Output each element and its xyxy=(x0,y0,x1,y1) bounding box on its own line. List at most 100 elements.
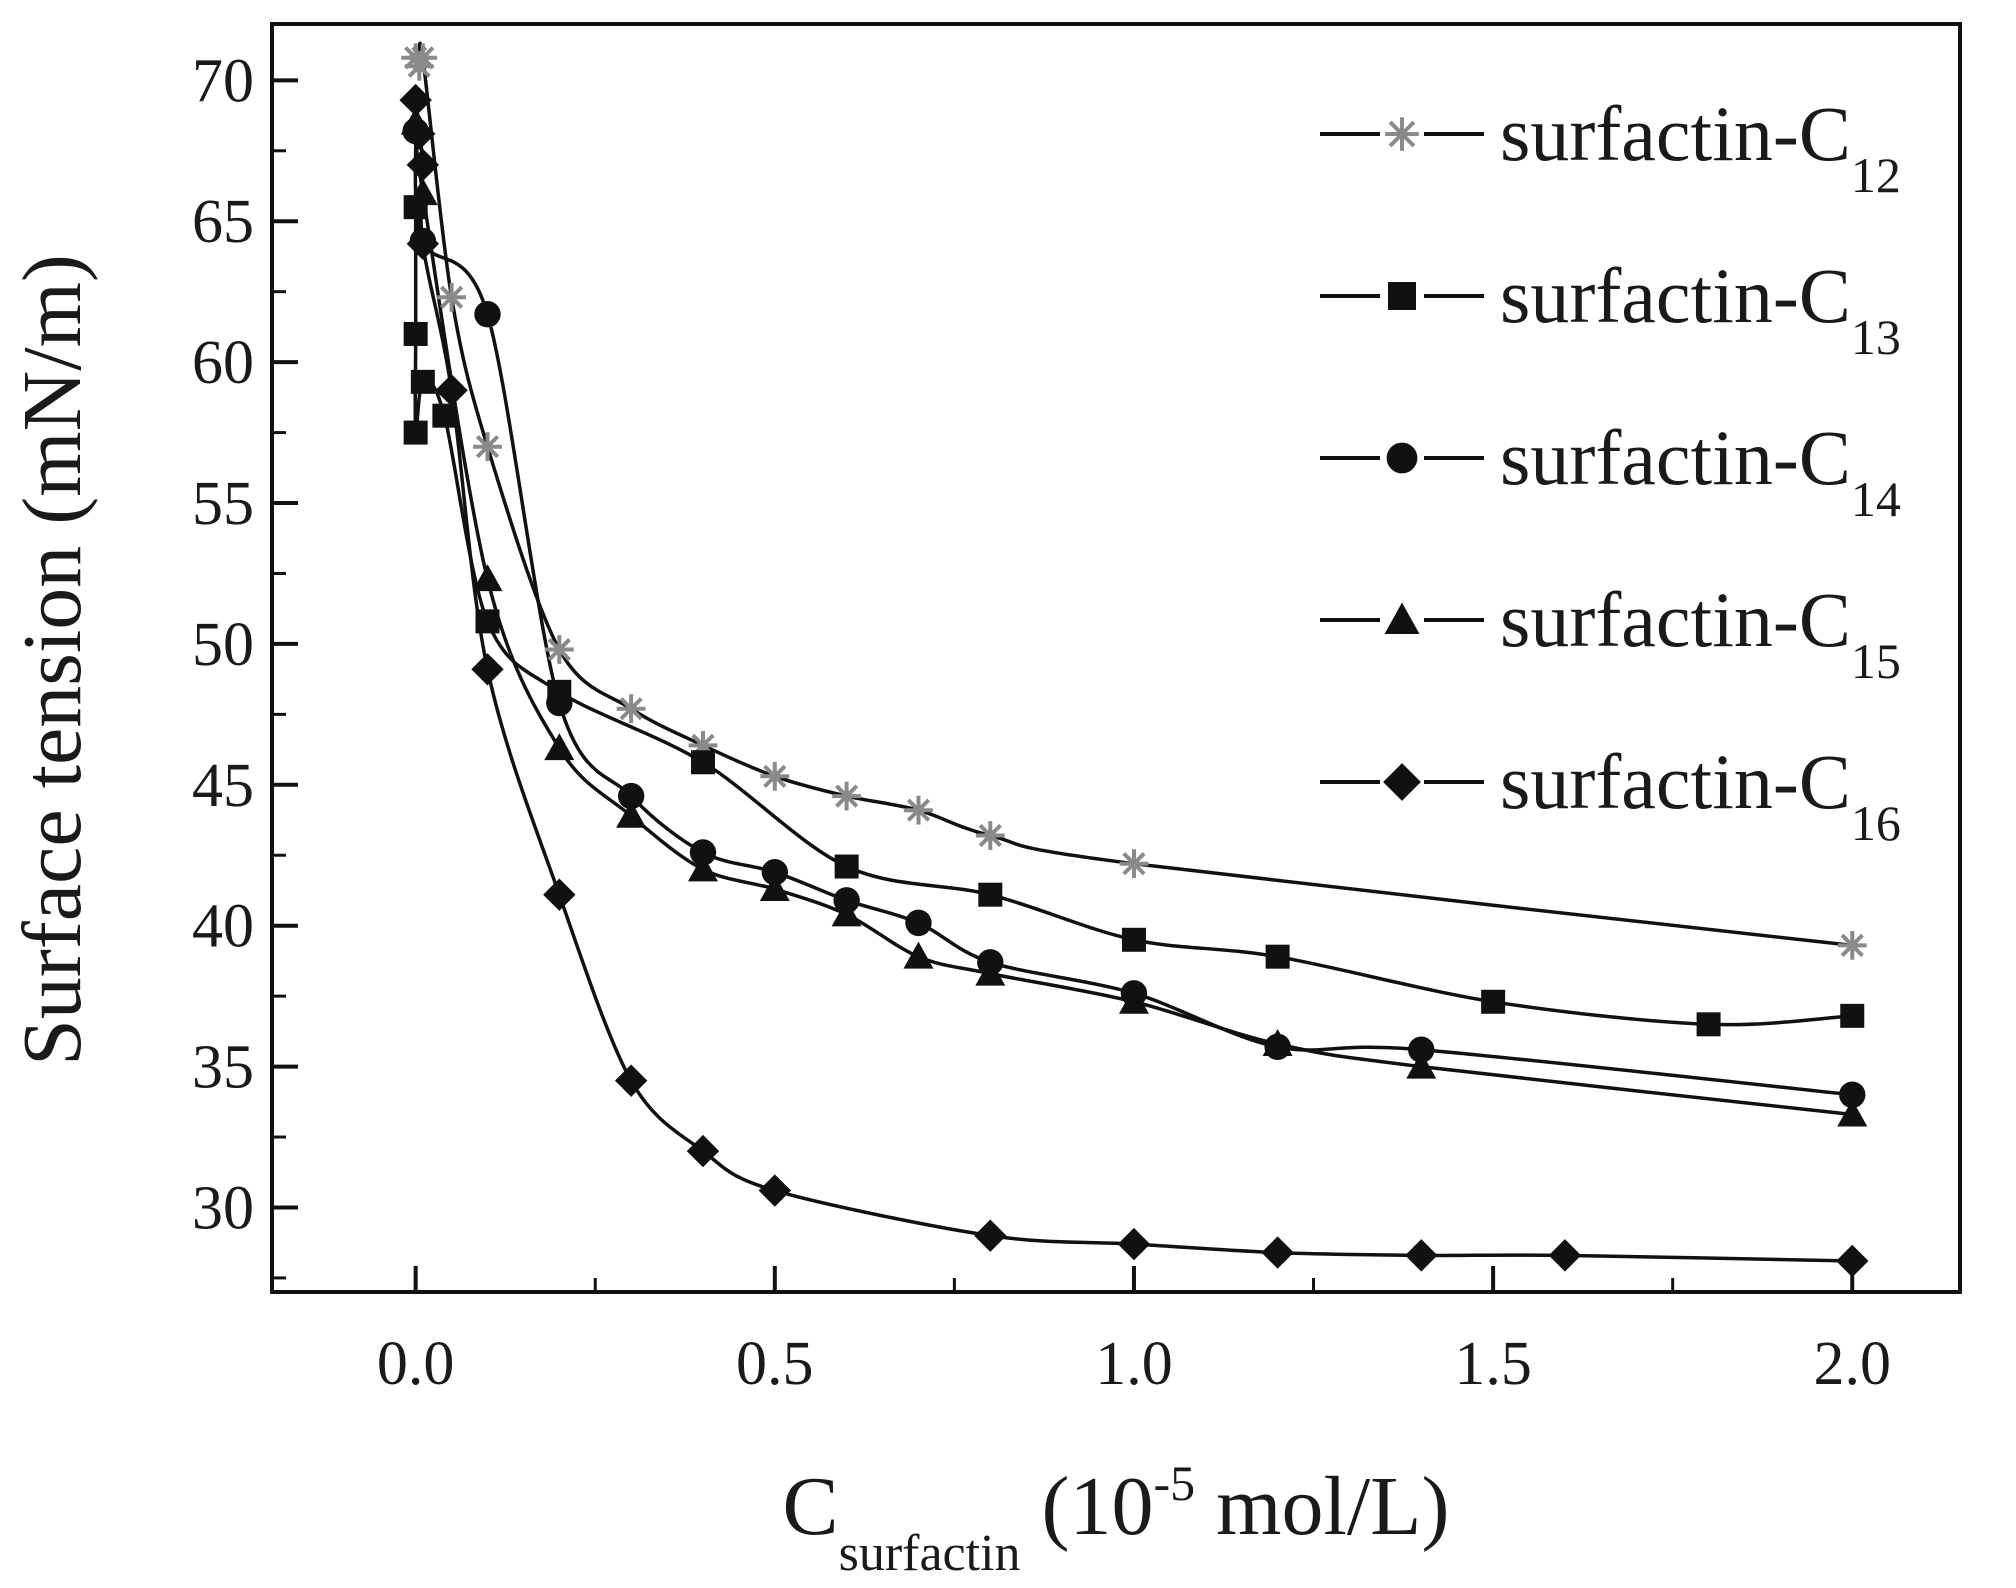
data-point-surfactin-C15 xyxy=(759,874,790,902)
data-point-surfactin-C13 xyxy=(1696,1012,1721,1037)
legend-marker-diamond xyxy=(1383,763,1421,801)
data-point-surfactin-C14 xyxy=(689,839,717,866)
legend-label-subscript: 12 xyxy=(1851,147,1901,203)
data-point-surfactin-C12 xyxy=(688,731,718,760)
x-tick-label: 2.0 xyxy=(1814,1330,1892,1398)
data-point-surfactin-C16 xyxy=(1261,1236,1294,1269)
y-tick-label: 30 xyxy=(192,1174,254,1242)
y-tick-label: 50 xyxy=(192,611,254,679)
y-tick-label: 65 xyxy=(192,188,254,256)
data-point-surfactin-C12 xyxy=(1119,849,1149,879)
data-point-surfactin-C13 xyxy=(1481,989,1506,1014)
data-point-surfactin-C16 xyxy=(403,117,436,151)
data-point-surfactin-C16 xyxy=(686,1134,720,1168)
legend-label: surfactin-C13 xyxy=(1500,252,1901,365)
data-point-surfactin-C12 xyxy=(404,51,434,81)
data-point-surfactin-C13 xyxy=(1840,1003,1865,1028)
data-point-surfactin-C12 xyxy=(544,635,574,664)
series-line-surfactin-C12 xyxy=(414,41,1853,948)
data-point-surfactin-C12 xyxy=(1837,931,1867,960)
data-point-surfactin-C16 xyxy=(1548,1239,1582,1272)
data-point-surfactin-C12 xyxy=(616,694,646,724)
data-point-surfactin-C16 xyxy=(471,653,504,686)
data-point-surfactin-C13 xyxy=(834,854,859,879)
y-tick-label: 40 xyxy=(192,893,254,961)
series-line-surfactin-C15 xyxy=(413,122,1853,1117)
data-point-surfactin-C14 xyxy=(617,782,645,810)
legend-label-main: surfactin-C xyxy=(1500,252,1851,339)
legend-item-surfactin-C16: surfactin-C16 xyxy=(1320,738,1901,851)
y-tick-label: 70 xyxy=(192,47,254,115)
x-tick-label: 1.0 xyxy=(1095,1330,1173,1398)
data-point-surfactin-C16 xyxy=(1836,1244,1869,1278)
series-line-surfactin-C14 xyxy=(413,130,1853,1097)
data-point-surfactin-C16 xyxy=(399,83,432,117)
data-point-surfactin-C16 xyxy=(614,1064,648,1097)
data-point-surfactin-C12 xyxy=(760,761,790,791)
series-markers xyxy=(399,43,1869,1278)
plot-frame xyxy=(270,22,1962,1294)
x-tick-label: 1.5 xyxy=(1454,1330,1532,1398)
data-point-surfactin-C16 xyxy=(435,374,468,407)
data-point-surfactin-C14 xyxy=(1839,1081,1866,1108)
data-point-surfactin-C12 xyxy=(904,795,933,825)
data-point-surfactin-C13 xyxy=(432,403,457,428)
data-point-surfactin-C13 xyxy=(475,609,500,634)
data-point-surfactin-C16 xyxy=(1117,1227,1151,1261)
legend-label-subscript: 16 xyxy=(1851,795,1901,851)
data-point-surfactin-C12 xyxy=(832,781,861,811)
legend-label-main: surfactin-C xyxy=(1500,414,1851,501)
data-point-surfactin-C13 xyxy=(978,882,1003,907)
data-point-surfactin-C15 xyxy=(544,733,575,761)
legend-marker-triangle xyxy=(1384,602,1420,634)
x-tick-label: 0.0 xyxy=(377,1330,455,1398)
data-point-surfactin-C14 xyxy=(1408,1036,1435,1063)
legend-marker-circle xyxy=(1386,442,1418,474)
legend-item-surfactin-C14: surfactin-C14 xyxy=(1320,414,1901,527)
legend-marker-square xyxy=(1388,282,1416,310)
y-tick-label: 55 xyxy=(192,470,254,538)
data-point-surfactin-C14 xyxy=(474,301,501,328)
data-point-surfactin-C16 xyxy=(1405,1239,1438,1272)
data-point-surfactin-C15 xyxy=(616,800,647,828)
legend-label: surfactin-C16 xyxy=(1500,738,1901,851)
data-point-surfactin-C13 xyxy=(1121,927,1146,952)
data-point-surfactin-C12 xyxy=(408,43,438,73)
legend-item-surfactin-C13: surfactin-C13 xyxy=(1320,252,1901,365)
legend-label: surfactin-C14 xyxy=(1500,414,1901,527)
y-axis-title: Surface tension (mN/m) xyxy=(6,254,99,1066)
y-tick-label: 35 xyxy=(192,1034,254,1102)
x-tick-label: 0.5 xyxy=(736,1330,814,1398)
x-title-rest: (10 xyxy=(1021,1460,1154,1553)
data-point-surfactin-C15 xyxy=(903,941,934,969)
data-point-surfactin-C15 xyxy=(831,899,862,927)
y-tick-label: 60 xyxy=(192,329,254,397)
x-axis-title: Csurfactin (10-5 mol/L) xyxy=(783,1455,1450,1582)
legend-label: surfactin-C15 xyxy=(1500,576,1901,689)
data-point-surfactin-C15 xyxy=(687,854,718,882)
legend-label-main: surfactin-C xyxy=(1500,576,1851,663)
legend-label-subscript: 15 xyxy=(1851,633,1901,689)
series-line-surfactin-C16 xyxy=(413,99,1853,1263)
data-point-surfactin-C15 xyxy=(1262,1029,1293,1057)
data-point-surfactin-C16 xyxy=(974,1219,1007,1252)
data-point-surfactin-C12 xyxy=(975,821,1005,850)
data-point-surfactin-C13 xyxy=(403,321,428,346)
y-tick-label: 45 xyxy=(192,752,254,820)
data-point-surfactin-C15 xyxy=(407,178,438,206)
legend-label-main: surfactin-C xyxy=(1500,738,1851,825)
data-point-surfactin-C13 xyxy=(1265,944,1290,969)
legend-item-surfactin-C15: surfactin-C15 xyxy=(1320,576,1901,689)
x-title-main: C xyxy=(783,1460,839,1553)
x-title-unit: mol/L) xyxy=(1195,1460,1449,1553)
data-point-surfactin-C16 xyxy=(406,148,440,182)
tick-labels: 30 35 40 45 50 55 60 65 70 0.0 0.5 1.0 1.5 2.0 xyxy=(192,47,1891,1398)
data-point-surfactin-C15 xyxy=(1837,1099,1868,1127)
legend-label-subscript: 13 xyxy=(1851,309,1901,365)
data-point-surfactin-C13 xyxy=(690,750,715,775)
x-title-subscript: surfactin xyxy=(839,1525,1021,1582)
legend-label-main: surfactin-C xyxy=(1500,90,1851,177)
legend-item-surfactin-C12: surfactin-C12 xyxy=(1320,90,1901,203)
